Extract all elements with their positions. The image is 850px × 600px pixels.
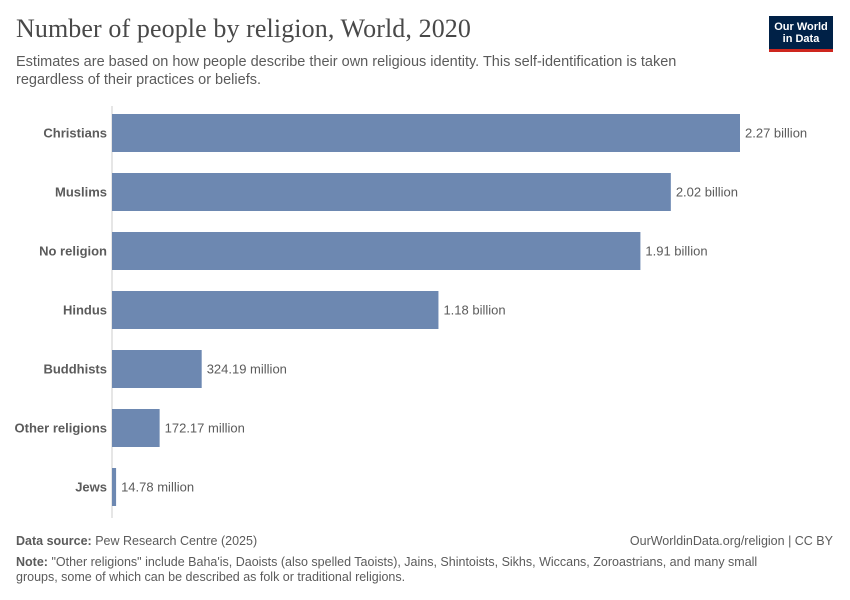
value-label-buddhists: 324.19 million [207,362,287,377]
bar-chart: Christians 2.27 billion Muslims 2.02 billio… [15,106,807,518]
bar-jews[interactable] [112,468,117,506]
category-label-other-religions: Other religions [15,421,107,436]
category-label-christians: Christians [43,126,107,141]
chart-subtitle: Estimates are based on how people descri… [16,54,677,88]
bar-christians[interactable] [112,114,740,152]
data-source: Data source: Pew Research Centre (2025) [16,534,257,548]
category-label-muslims: Muslims [55,185,107,200]
value-label-jews: 14.78 million [121,480,194,495]
owid-logo[interactable]: Our World in Data [769,16,833,52]
value-label-muslims: 2.02 billion [676,185,738,200]
note-text: "Other religions" include Baha'is, Daois… [16,555,758,584]
value-label-no-religion: 1.91 billion [645,244,707,259]
bar-hindus[interactable] [112,291,439,329]
note-label: Note: [16,555,48,569]
value-label-christians: 2.27 billion [745,126,807,141]
bar-other-religions[interactable] [112,409,160,447]
bar-muslims[interactable] [112,173,671,211]
value-label-other-religions: 172.17 million [165,421,245,436]
bars-group: Christians 2.27 billion Muslims 2.02 billio… [15,114,807,506]
category-label-buddhists: Buddhists [43,362,107,377]
data-source-label: Data source: [16,534,92,548]
bar-buddhists[interactable] [112,350,202,388]
chart-title: Number of people by religion, World, 202… [16,14,471,43]
category-label-jews: Jews [75,480,107,495]
logo-line-1: Our World [774,21,828,33]
category-label-hindus: Hindus [63,303,107,318]
bar-no-religion[interactable] [112,232,641,270]
logo-line-2: in Data [782,33,820,45]
category-label-no-religion: No religion [39,244,107,259]
data-source-value[interactable]: Pew Research Centre (2025) [95,534,258,548]
chart-note: Note: "Other religions" include Baha'is,… [16,555,776,585]
license-link[interactable]: OurWorldinData.org/religion | CC BY [629,534,833,548]
value-label-hindus: 1.18 billion [443,303,505,318]
